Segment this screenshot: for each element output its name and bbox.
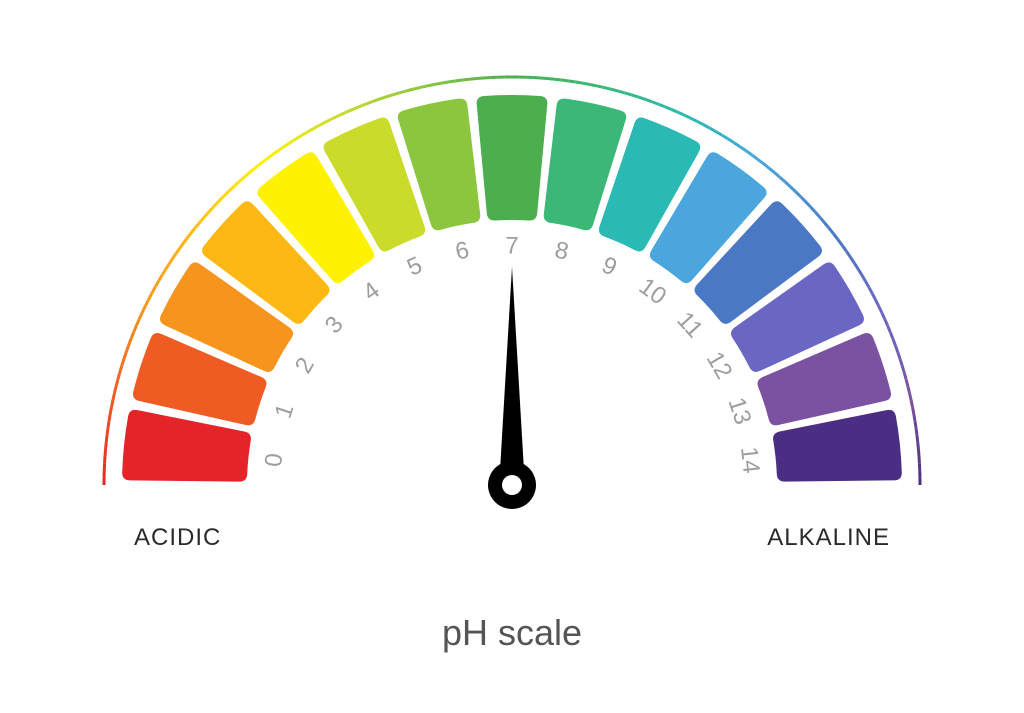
segment-7	[477, 95, 548, 221]
tick-10: 10	[634, 273, 671, 311]
tick-11: 11	[671, 307, 708, 344]
tick-12: 12	[701, 347, 738, 384]
tick-9: 9	[598, 251, 621, 281]
tick-4: 4	[358, 277, 385, 307]
gauge-needle	[488, 267, 536, 509]
tick-6: 6	[453, 236, 472, 265]
tick-14: 14	[735, 445, 765, 474]
needle-hub-hole	[502, 475, 522, 495]
tick-0: 0	[260, 452, 288, 468]
tick-3: 3	[320, 311, 349, 339]
ph-gauge: 01234567891011121314 ACIDIC ALKALINE pH …	[0, 0, 1024, 713]
needle-icon	[499, 267, 525, 487]
alkaline-label: ALKALINE	[767, 524, 890, 551]
tick-1: 1	[270, 401, 300, 422]
tick-7: 7	[505, 232, 518, 259]
tick-8: 8	[552, 236, 571, 265]
tick-5: 5	[403, 251, 426, 281]
tick-2: 2	[290, 353, 320, 378]
acidic-label: ACIDIC	[134, 524, 221, 551]
tick-13: 13	[722, 394, 756, 428]
gauge-title: pH scale	[442, 612, 582, 653]
